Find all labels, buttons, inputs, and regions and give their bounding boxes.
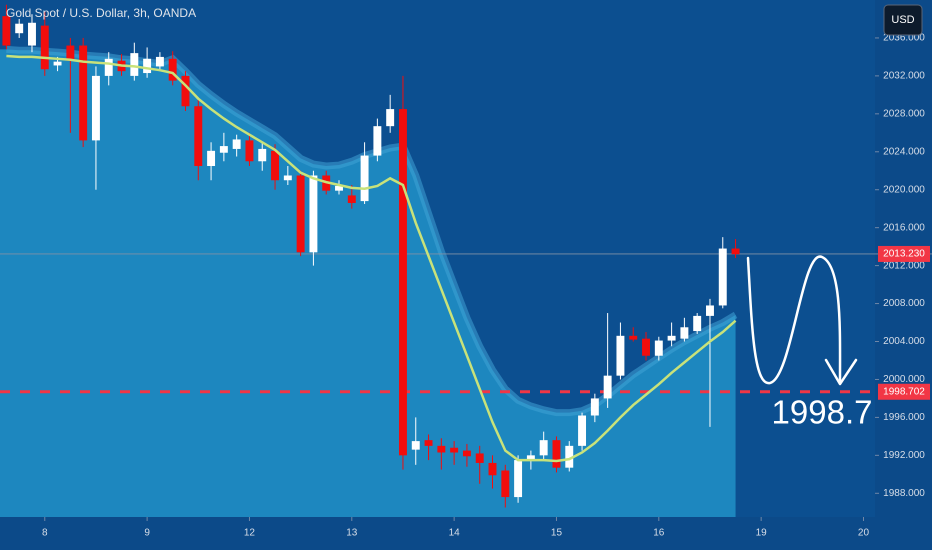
candle-body [693,315,702,332]
y-tick-label: 2008.000 [883,298,925,309]
y-tick-label: 2036.000 [883,33,925,44]
candle-body [475,453,484,463]
candle-body [629,335,638,340]
y-tick-label: 2028.000 [883,108,925,119]
candle-body [232,139,241,149]
candle-body [398,109,407,456]
candle-body [53,61,62,66]
candle-body [143,58,152,74]
x-tick-label: 13 [346,528,358,539]
candle-body [706,305,714,316]
axes: 1988.000 1992.000 1996.000 2000.000 2004.000… [42,33,930,539]
price-label-box [878,245,930,262]
candle-body [181,75,190,107]
candle-body [565,445,574,468]
candle-body [219,146,228,153]
candle-body [731,248,740,255]
candle-body [155,56,164,67]
y-tick-label: 2024.000 [883,146,925,157]
candle-body [501,470,510,498]
candle-body [15,23,24,34]
candle-body [2,16,11,46]
x-tick-label: 8 [42,528,48,539]
y-tick-label: 1996.000 [883,412,925,423]
candle-body [450,447,459,453]
candle-body [718,248,727,306]
y-tick-label: 1988.000 [883,488,925,499]
currency-button[interactable] [883,4,923,36]
candle-body [616,335,625,376]
candle-body [680,327,689,339]
y-tick-label: 2016.000 [883,222,925,233]
candle-body [296,175,305,253]
y-tick-label: 1992.000 [883,450,925,461]
candle-body [91,75,100,141]
y-tick-label: 2004.000 [883,336,925,347]
band-upper [6,45,738,417]
currency-label[interactable]: USD [891,14,914,26]
chart-title: Gold Spot / U.S. Dollar, 3h, OANDA [6,6,196,20]
x-tick-label: 14 [449,528,461,539]
candle-body [309,175,318,253]
x-tick-label: 12 [244,528,256,539]
candle-body [79,45,88,141]
price-label-box [878,383,930,400]
candle-body [642,338,650,356]
candle-body [207,150,216,167]
candle-body [488,462,497,476]
candle-body [66,45,75,61]
candle-body [437,445,446,453]
candle-body [245,140,254,162]
candle-body [539,440,548,456]
price-label: 1998.702 [883,386,925,397]
candle-body [258,148,267,162]
candle-body [667,335,676,341]
candle-body [130,53,139,76]
plot [0,4,932,518]
candle-body [360,155,369,202]
candle-body [424,440,433,446]
candle-body [168,58,177,81]
x-tick-label: 15 [551,528,563,539]
y-tick-label: 2032.000 [883,71,925,82]
candle-body [462,450,471,457]
y-tick-label: 2000.000 [883,374,925,385]
price-label: 2013.230 [883,249,925,260]
candle-body [654,340,663,356]
band-area [0,49,736,518]
candle-body [386,109,395,127]
arrow [746,255,842,385]
candle-body [104,58,113,76]
x-tick-label: 20 [858,528,870,539]
candle-body [373,126,382,156]
annotation: 1998.7 [772,394,873,431]
candle-body [271,150,280,181]
candle-body [514,460,523,498]
candle-body [335,185,343,191]
candle-body [347,195,356,204]
candle-body [28,22,36,46]
candle-body [194,106,203,167]
x-tick-label: 9 [144,528,150,539]
candle-body [552,440,561,468]
candle-body [578,415,587,446]
moving-average [6,54,737,463]
x-tick-label: 16 [653,528,665,539]
candle-body [526,455,535,461]
candle-body [40,25,49,70]
candle-body [590,398,599,416]
y-tick-label: 2012.000 [883,260,925,271]
candle-body [411,441,420,450]
candle-body [603,375,612,399]
candle-body [283,175,292,181]
arrow-head [824,358,858,386]
x-tick-label: 19 [756,528,768,539]
y-tick-label: 2020.000 [883,184,925,195]
